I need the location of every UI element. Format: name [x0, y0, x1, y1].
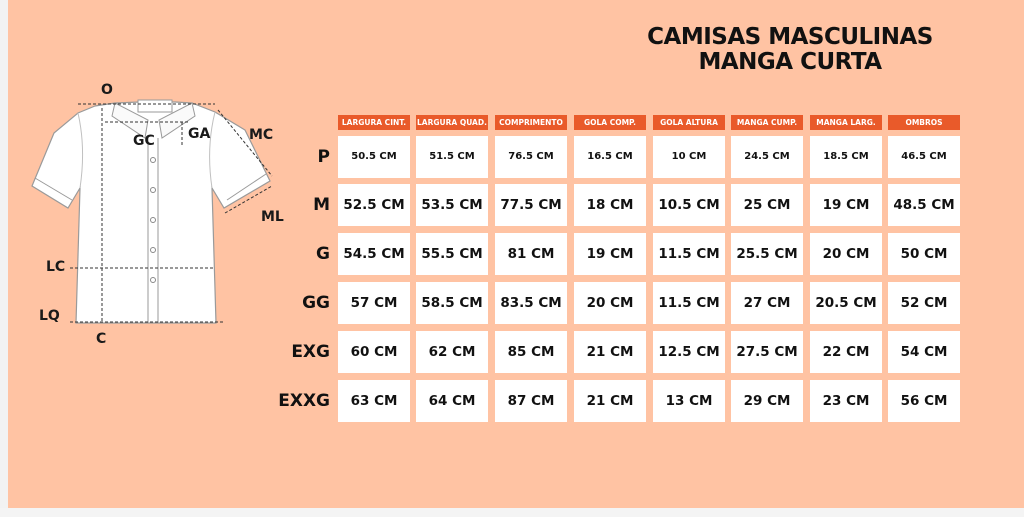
table-cell: 12.5 CM [653, 331, 725, 373]
table-cell: 62 CM [416, 331, 488, 373]
table-cell: 60 CM [338, 331, 410, 373]
size-label: GG [302, 293, 330, 313]
table-cell: 18 CM [574, 184, 646, 226]
column-header: GOLA COMP. [574, 115, 646, 130]
dim-label-c: C [96, 331, 107, 347]
table-cell: 16.5 CM [574, 136, 646, 178]
column-header: MANGA CUMP. [731, 115, 803, 130]
table-cell: 51.5 CM [416, 136, 488, 178]
dim-label-mc: MC [249, 127, 274, 143]
table-cell: 56 CM [888, 380, 960, 422]
table-cell: 21 CM [574, 331, 646, 373]
table-cell: 25.5 CM [731, 233, 803, 275]
table-cell: 11.5 CM [653, 233, 725, 275]
table-cell: 10 CM [653, 136, 725, 178]
table-cell: 64 CM [416, 380, 488, 422]
table-cell: 85 CM [495, 331, 567, 373]
table-cell: 46.5 CM [888, 136, 960, 178]
table-cell: 24.5 CM [731, 136, 803, 178]
size-label: M [313, 195, 330, 215]
table-cell: 55.5 CM [416, 233, 488, 275]
table-cell: 21 CM [574, 380, 646, 422]
column-header: GOLA ALTURA [653, 115, 725, 130]
column-header: COMPRIMENTO [495, 115, 567, 130]
shirt-diagram [20, 78, 290, 348]
table-cell: 27 CM [731, 282, 803, 324]
bottom-edge [0, 508, 1024, 517]
table-cell: 77.5 CM [495, 184, 567, 226]
size-label: EXXG [278, 391, 330, 411]
table-cell: 76.5 CM [495, 136, 567, 178]
table-cell: 48.5 CM [888, 184, 960, 226]
column-header: LARGURA QUAD. [416, 115, 488, 130]
size-label: P [317, 147, 330, 167]
table-cell: 54.5 CM [338, 233, 410, 275]
table-cell: 20 CM [574, 282, 646, 324]
dim-label-ga: GA [188, 126, 211, 142]
table-cell: 53.5 CM [416, 184, 488, 226]
page-title: CAMISAS MASCULINAS MANGA CURTA [620, 25, 960, 75]
table-cell: 20 CM [810, 233, 882, 275]
table-cell: 52 CM [888, 282, 960, 324]
table-cell: 52.5 CM [338, 184, 410, 226]
table-cell: 81 CM [495, 233, 567, 275]
table-cell: 25 CM [731, 184, 803, 226]
table-cell: 50 CM [888, 233, 960, 275]
table-cell: 19 CM [810, 184, 882, 226]
table-cell: 50.5 CM [338, 136, 410, 178]
table-cell: 11.5 CM [653, 282, 725, 324]
table-cell: 57 CM [338, 282, 410, 324]
table-cell: 29 CM [731, 380, 803, 422]
size-label: G [316, 244, 330, 264]
table-cell: 27.5 CM [731, 331, 803, 373]
table-cell: 19 CM [574, 233, 646, 275]
title-line-1: CAMISAS MASCULINAS [647, 24, 933, 50]
title-line-2: MANGA CURTA [698, 49, 882, 75]
table-cell: 20.5 CM [810, 282, 882, 324]
table-cell: 18.5 CM [810, 136, 882, 178]
table-cell: 83.5 CM [495, 282, 567, 324]
column-header: OMBROS [888, 115, 960, 130]
size-label: EXG [291, 342, 330, 362]
table-cell: 23 CM [810, 380, 882, 422]
table-cell: 13 CM [653, 380, 725, 422]
dim-label-ml: ML [261, 209, 284, 225]
table-cell: 87 CM [495, 380, 567, 422]
dim-label-gc: GC [133, 133, 155, 149]
dim-label-o: O [101, 82, 113, 98]
shirt-outline-icon [31, 99, 273, 324]
table-cell: 22 CM [810, 331, 882, 373]
table-cell: 54 CM [888, 331, 960, 373]
dim-label-lc: LC [46, 259, 66, 275]
table-cell: 10.5 CM [653, 184, 725, 226]
column-header: MANGA LARG. [810, 115, 882, 130]
table-cell: 58.5 CM [416, 282, 488, 324]
column-header: LARGURA CINT. [338, 115, 410, 130]
left-edge [0, 0, 8, 517]
dim-label-lq: LQ [39, 308, 60, 324]
table-cell: 63 CM [338, 380, 410, 422]
